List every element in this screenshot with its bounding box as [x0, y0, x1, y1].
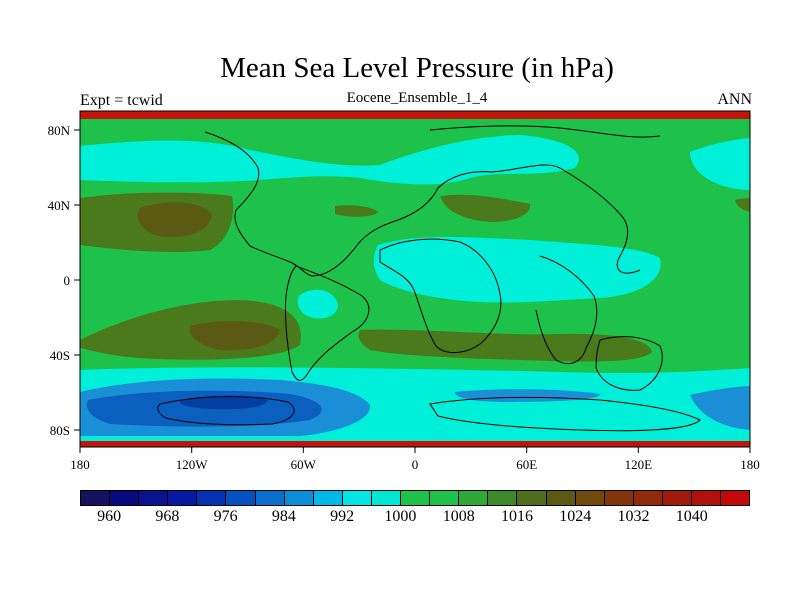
colorbar-swatch	[662, 491, 692, 505]
colorbar-swatch	[110, 491, 140, 505]
lat-tick-label: 80S	[50, 423, 70, 438]
colorbar-label: 992	[330, 508, 355, 525]
colorbar-swatch	[226, 491, 256, 505]
lat-tick-label: 40S	[50, 348, 70, 363]
axis-ticks	[74, 129, 751, 453]
colorbar-swatch	[430, 491, 460, 505]
colorbar-swatch	[575, 491, 605, 505]
colorbar-swatch	[371, 491, 402, 505]
colorbar-label: 960	[97, 508, 122, 525]
northern-continents-outline	[204, 131, 641, 277]
antarctica-west-outline	[157, 396, 295, 426]
africa-outline	[379, 238, 502, 353]
atlantic-high	[335, 205, 378, 217]
colorbar-label: 1032	[617, 508, 650, 525]
colorbar-swatch	[168, 491, 198, 505]
pressure-map: 180 120W 60W 0 60E 120E 180 80N 40N 0 40…	[48, 110, 760, 472]
east-pacific-high	[735, 198, 750, 212]
colorbar-swatch	[488, 491, 518, 505]
colorbar-label: 1000	[384, 508, 417, 525]
colorbar-label: 1016	[500, 508, 533, 525]
colorbar-label: 1024	[559, 508, 592, 525]
north-low-region	[80, 135, 579, 185]
colorbar-swatch	[459, 491, 489, 505]
colorbar-swatch	[546, 491, 576, 505]
arctic-outline	[429, 125, 661, 138]
north-pacific-high-core	[137, 202, 212, 238]
lon-tick-label: 60E	[516, 457, 537, 472]
colorbar-swatch	[139, 491, 169, 505]
colorbar-swatch	[517, 491, 547, 505]
colorbar-swatch	[721, 491, 750, 505]
south-pacific-high-core	[189, 321, 280, 351]
lat-tick-label: 80N	[48, 123, 71, 138]
south-polar-high-band	[80, 440, 750, 447]
north-polar-high-band	[80, 111, 750, 119]
southern-low-3	[455, 389, 600, 402]
colorbar-label: 968	[155, 508, 180, 525]
lon-tick-label: 180	[740, 457, 760, 472]
colorbar-swatch	[342, 491, 372, 505]
northeast-low-region	[690, 138, 750, 190]
ensemble-label: Eocene_Ensemble_1_4	[346, 90, 488, 106]
colorbar-label: 976	[213, 508, 238, 525]
experiment-label: Expt = tcwid	[80, 92, 163, 109]
colorbar-label: 984	[271, 508, 296, 525]
colorbar	[80, 490, 750, 506]
lon-tick-label: 60W	[291, 457, 317, 472]
axis-tick-labels: 180 120W 60W 0 60E 120E 180 80N 40N 0 40…	[48, 123, 760, 472]
eurasian-high	[440, 194, 531, 222]
colorbar-swatch	[313, 491, 343, 505]
southern-deep-low	[179, 395, 268, 410]
india-outline	[535, 255, 598, 364]
colorbar-swatch	[255, 491, 285, 505]
colorbar-label: 1008	[442, 508, 475, 525]
south-america-low-region	[297, 289, 338, 319]
season-label: ANN	[717, 91, 752, 108]
colorbar-swatch	[197, 491, 227, 505]
lat-tick-label: 40N	[48, 198, 71, 213]
lon-tick-label: 180	[70, 457, 90, 472]
antarctica-east-outline	[429, 396, 701, 432]
coastlines	[157, 125, 701, 432]
south-america-outline	[284, 265, 370, 381]
tropical-low-region	[373, 236, 661, 303]
lon-tick-label: 0	[412, 457, 419, 472]
southern-low-4	[690, 386, 750, 430]
australia-outline	[595, 336, 663, 391]
plot-title: Mean Sea Level Pressure (in hPa)	[220, 52, 614, 84]
colorbar-swatch	[604, 491, 634, 505]
lon-tick-label: 120W	[176, 457, 209, 472]
colorbar-swatch	[691, 491, 722, 505]
colorbar-swatch	[633, 491, 663, 505]
colorbar-swatch	[401, 491, 431, 505]
lon-tick-label: 120E	[625, 457, 653, 472]
colorbar-swatch	[81, 491, 111, 505]
lat-tick-label: 0	[64, 273, 71, 288]
contour-fill	[80, 111, 750, 447]
colorbar-label: 1040	[675, 508, 708, 525]
colorbar-swatch	[284, 491, 314, 505]
